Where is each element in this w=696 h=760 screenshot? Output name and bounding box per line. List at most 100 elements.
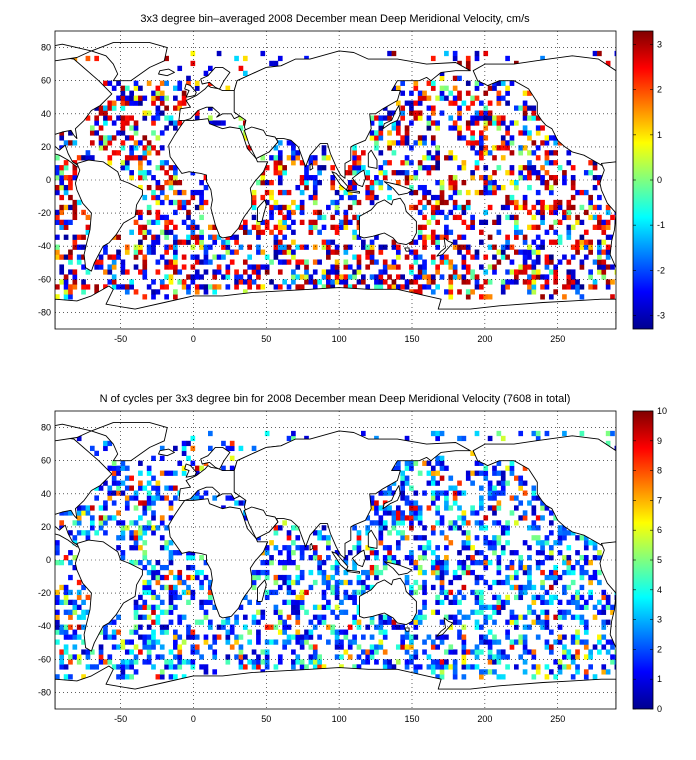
- data-bin: [540, 214, 545, 221]
- data-bin: [522, 569, 528, 576]
- data-bin: [308, 229, 314, 235]
- data-bin: [356, 609, 362, 615]
- data-bin: [186, 199, 191, 206]
- data-bin: [535, 234, 541, 240]
- data-bin: [168, 550, 174, 556]
- data-bin: [496, 165, 502, 171]
- data-bin: [474, 550, 480, 556]
- data-bin: [116, 664, 121, 670]
- data-bin: [492, 115, 497, 121]
- data-bin: [522, 669, 528, 675]
- data-bin: [461, 614, 467, 620]
- coastline: [243, 126, 279, 159]
- data-bin: [155, 569, 161, 576]
- data-bin: [356, 619, 362, 625]
- data-bin: [465, 120, 471, 126]
- data-bin: [487, 659, 493, 665]
- data-bin: [124, 160, 130, 166]
- data-bin: [479, 284, 484, 290]
- data-bin: [269, 229, 274, 235]
- data-bin: [173, 189, 178, 196]
- data-bin: [422, 234, 427, 240]
- coastline: [55, 43, 92, 62]
- data-bin: [570, 194, 576, 201]
- coastline: [55, 665, 616, 709]
- data-bin: [151, 604, 156, 610]
- cycles-plot-frame: [54, 410, 617, 710]
- data-bin: [343, 569, 349, 576]
- data-bin: [465, 540, 471, 546]
- data-bin: [535, 130, 541, 136]
- coastline: [158, 68, 175, 77]
- data-bin: [343, 589, 349, 596]
- data-bin: [111, 490, 117, 496]
- data-bin: [461, 180, 467, 186]
- data-bin: [68, 284, 73, 290]
- data-bin: [295, 599, 301, 605]
- data-bin: [505, 100, 510, 106]
- data-bin: [55, 629, 60, 635]
- data-bin: [592, 204, 598, 211]
- data-bin: [273, 234, 279, 240]
- data-bin: [544, 140, 550, 146]
- data-bin: [116, 535, 121, 541]
- data-bin: [361, 279, 366, 285]
- data-bin: [155, 259, 161, 265]
- data-bin: [343, 279, 349, 285]
- data-bin: [347, 264, 353, 270]
- data-bin: [570, 244, 576, 250]
- data-bin: [465, 199, 471, 206]
- data-bin: [286, 560, 292, 566]
- data-bin: [531, 654, 537, 660]
- data-bin: [391, 490, 397, 496]
- data-bin: [439, 199, 445, 206]
- data-bin: [435, 199, 440, 206]
- data-bin: [312, 555, 318, 561]
- data-bin: [395, 560, 401, 566]
- data-bin: [304, 589, 309, 596]
- data-bin: [155, 490, 161, 496]
- data-bin: [107, 269, 113, 275]
- coastline: [404, 627, 410, 632]
- data-bin: [400, 515, 406, 521]
- data-bin: [129, 649, 134, 655]
- data-bin: [527, 555, 532, 561]
- data-bin: [330, 629, 336, 635]
- data-bin: [282, 639, 287, 645]
- data-bin: [203, 664, 209, 670]
- data-bin: [330, 175, 336, 181]
- data-bin: [483, 294, 489, 300]
- data-bin: [588, 160, 593, 166]
- data-bin: [430, 80, 436, 86]
- data-bin: [304, 244, 309, 250]
- data-bin: [439, 110, 445, 116]
- data-bin: [444, 229, 449, 235]
- data-bin: [295, 204, 301, 211]
- data-bin: [164, 574, 169, 581]
- data-bin: [330, 239, 336, 245]
- data-bin: [326, 624, 331, 630]
- data-bin: [295, 545, 301, 551]
- data-bin: [317, 634, 322, 640]
- data-bin: [540, 624, 545, 630]
- data-bin: [208, 430, 213, 437]
- data-bin: [417, 115, 423, 121]
- data-bin: [216, 234, 222, 240]
- data-bin: [461, 165, 467, 171]
- data-bin: [339, 274, 344, 280]
- data-bin: [382, 614, 388, 620]
- data-bin: [400, 485, 406, 491]
- data-bin: [304, 55, 309, 62]
- data-bin: [299, 274, 305, 280]
- data-bin: [487, 189, 493, 196]
- data-bin: [417, 199, 423, 206]
- data-bin: [286, 140, 292, 146]
- data-bin: [76, 435, 82, 442]
- data-bin: [81, 264, 86, 270]
- data-bin: [321, 165, 327, 171]
- data-bin: [470, 130, 475, 136]
- data-bin: [575, 239, 580, 245]
- data-bin: [575, 614, 580, 620]
- data-bin: [63, 140, 69, 146]
